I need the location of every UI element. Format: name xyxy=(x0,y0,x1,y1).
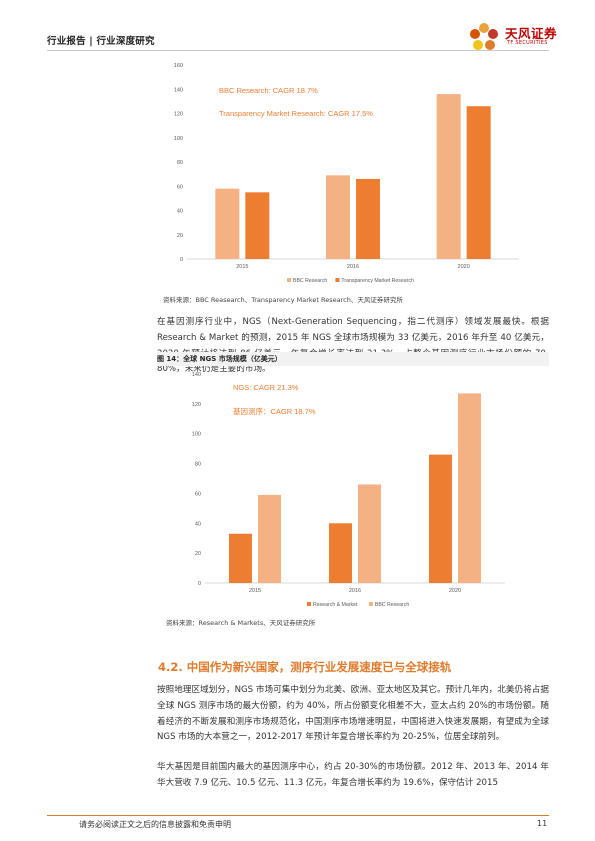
global-ngs-market-chart: 0 20 40 60 80 100 120 140 2015 2016 2020 NGS: CAGR … xyxy=(192,372,505,608)
c1-ytick-label: 120 xyxy=(174,112,183,118)
paragraph-regional-market: 按照地理区域划分，NGS 市场可集中划分为北美、欧洲、亚太地区及其它。预计几年内… xyxy=(157,685,549,743)
c1-bar-2015-s0 xyxy=(215,188,240,259)
c2-ytick-label: 60 xyxy=(195,491,201,497)
c2-ytick-label: 80 xyxy=(195,462,201,468)
figure-14-title: 图 14：全球 NGS 市场规模（亿美元） xyxy=(157,355,282,363)
c2-bar-2016-s1 xyxy=(358,484,381,583)
report-category: 行业报告 | 行业深度研究 xyxy=(47,36,155,47)
c2-ytick-label: 0 xyxy=(198,581,201,587)
c1-legend-label: Transparency Market Research xyxy=(341,278,414,284)
c2-ytick-label: 120 xyxy=(192,402,201,408)
c2-ytick-label: 100 xyxy=(192,432,201,438)
c1-ytick-label: 0 xyxy=(180,257,183,263)
company-logo-text: 天风证券 xyxy=(505,26,558,41)
c2-x-label: 2016 xyxy=(349,588,361,594)
c1-ytick-label: 140 xyxy=(174,87,183,93)
c1-ytick-label: 20 xyxy=(177,233,183,239)
footer-disclaimer: 请务必阅读正文之后的信息披露和免责申明 xyxy=(79,820,231,829)
c2-legend-swatch xyxy=(368,602,373,606)
c1-bar-2020-s1 xyxy=(466,106,491,259)
paragraph-bgi: 华大基因是目前国内最大的基因测序中心，约占 20-30%的市场份额。2012 年… xyxy=(157,762,549,788)
page-number: 11 xyxy=(537,819,548,828)
c2-annotation: 基因测序：CAGR 18.7% xyxy=(233,406,316,416)
c2-ytick-label: 20 xyxy=(195,551,201,557)
c2-bar-2015-s1 xyxy=(258,494,281,583)
c2-legend-label: Research & Market xyxy=(313,602,358,608)
c2-ytick-label: 140 xyxy=(192,372,201,378)
c2-bar-2015-s0 xyxy=(229,533,252,583)
c1-ytick-label: 160 xyxy=(174,63,183,69)
c1-ytick-label: 80 xyxy=(177,160,183,166)
c2-bar-2020-s1 xyxy=(458,393,481,583)
c1-annotation: BBC Research: CAGR 18.7% xyxy=(219,86,318,95)
c1-ytick-label: 100 xyxy=(174,136,183,142)
cagr-comparison-chart: 0 20 40 60 80 100 120 140 160 2015 2016 2020 BBC Res… xyxy=(174,63,519,284)
company-logo-flower-icon xyxy=(470,23,498,50)
c1-bar-2016-s0 xyxy=(326,175,350,259)
c2-annotation: NGS: CAGR 21.3% xyxy=(233,383,299,392)
c1-x-label: 2016 xyxy=(347,264,359,270)
c2-legend-swatch xyxy=(307,602,311,606)
chart1-source: 资料来源：BBC Reasearch、Transparency Market R… xyxy=(163,296,403,304)
c2-ytick-label: 40 xyxy=(195,521,201,527)
c1-ytick-label: 40 xyxy=(177,209,183,215)
company-logo-english: TF SECURITIES xyxy=(507,40,548,46)
c1-bar-2016-s1 xyxy=(356,178,380,259)
c2-bar-2016-s0 xyxy=(329,523,352,583)
figure-14-title-bar: 图 14：全球 NGS 市场规模（亿美元） xyxy=(157,352,549,366)
c2-legend-label: BBC Research xyxy=(375,602,409,608)
c1-legend-swatch xyxy=(287,278,291,282)
c1-bar-2015-s1 xyxy=(245,192,270,259)
c1-ytick-label: 60 xyxy=(177,184,183,190)
c2-x-label: 2020 xyxy=(449,588,461,594)
footer-divider xyxy=(47,815,549,816)
c2-x-label: 2015 xyxy=(249,588,261,594)
c1-annotation: Transparency Market Research: CAGR 17.5% xyxy=(219,109,373,118)
c2-bar-2020-s0 xyxy=(429,454,452,583)
c1-legend-label: BBC Research xyxy=(293,278,327,284)
chart2-source: 资料来源：Research & Markets、天风证券研究所 xyxy=(166,619,316,627)
section-heading-4-2: 4.2. 中国作为新兴国家，测序行业发展速度已与全球接轨 xyxy=(158,660,452,674)
c1-legend-swatch xyxy=(335,278,340,282)
c1-x-label: 2020 xyxy=(458,264,470,270)
header-divider xyxy=(47,50,549,51)
c1-x-label: 2015 xyxy=(236,264,248,270)
c1-bar-2020-s0 xyxy=(436,94,461,259)
